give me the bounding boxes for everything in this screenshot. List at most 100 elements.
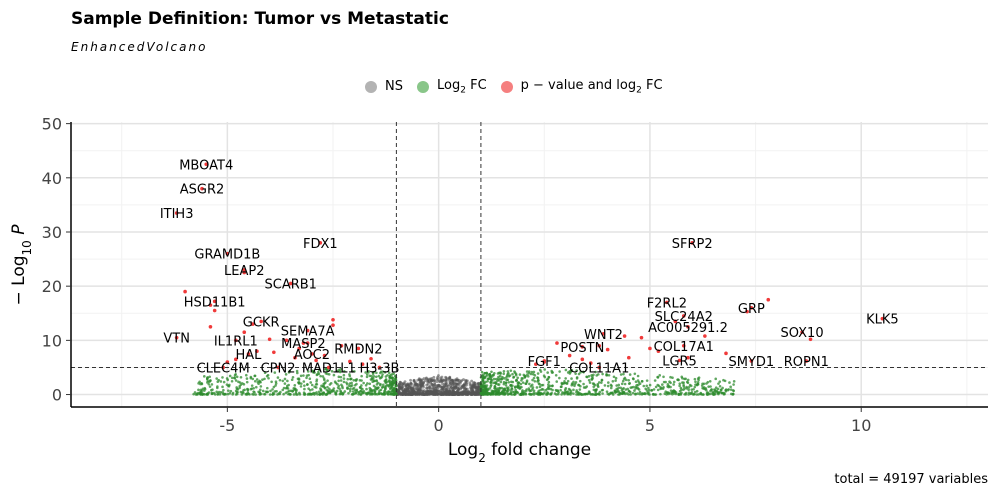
log2fc-point <box>281 379 285 383</box>
log2fc-point <box>591 382 595 385</box>
gene-label: MAD1L1 <box>302 361 356 376</box>
log2fc-point <box>569 389 573 393</box>
log2fc-point <box>483 384 487 388</box>
significant-point <box>174 211 179 215</box>
log2fc-point <box>568 372 572 375</box>
log2fc-point <box>493 381 497 384</box>
ns-point <box>469 383 473 387</box>
log2fc-point <box>496 388 499 392</box>
log2fc-point <box>729 385 732 389</box>
log2fc-point <box>339 390 343 394</box>
log2fc-point <box>603 384 607 387</box>
gene-label: WNT2 <box>584 328 623 343</box>
log2fc-point <box>223 393 226 396</box>
ns-point <box>444 378 448 382</box>
log2fc-point <box>623 382 627 386</box>
ns-point <box>420 383 424 387</box>
log2fc-point <box>509 383 513 387</box>
log2fc-point <box>584 392 587 396</box>
significant-point <box>567 353 572 358</box>
significant-point <box>200 186 204 191</box>
legend-label-log2fc: Log2 FC <box>436 78 487 96</box>
significant-point <box>234 357 238 362</box>
log2fc-point <box>582 386 586 389</box>
log2fc-point <box>656 376 660 379</box>
log2fc-point <box>251 392 254 396</box>
log2fc-point <box>210 388 213 392</box>
significant-point <box>804 359 809 363</box>
legend-marker-ns <box>365 80 377 93</box>
ns-point <box>399 380 402 384</box>
log2fc-point <box>574 381 578 384</box>
log2fc-point <box>352 379 356 382</box>
log2fc-point <box>244 393 248 396</box>
log2fc-point <box>222 380 226 384</box>
log2fc-point <box>532 389 536 393</box>
ns-point <box>427 377 430 381</box>
significant-point <box>348 359 352 364</box>
log2fc-point <box>293 387 297 390</box>
log2fc-point <box>340 383 343 387</box>
log2fc-point <box>509 392 513 395</box>
log2fc-point <box>294 393 298 396</box>
log2fc-point <box>530 370 534 374</box>
log2fc-point <box>235 387 239 391</box>
log2fc-point <box>276 376 280 379</box>
ns-point <box>444 376 448 380</box>
log2fc-point <box>696 380 700 384</box>
ns-point <box>407 386 411 390</box>
log2fc-point <box>222 388 225 392</box>
log2fc-point <box>678 384 681 388</box>
log2fc-point <box>298 393 302 396</box>
significant-point <box>808 337 813 342</box>
log2fc-point <box>511 372 514 376</box>
legend-label-pvalue-log2fc: p − value and log2 FC <box>520 78 663 96</box>
log2fc-point <box>384 380 387 384</box>
significant-point <box>212 308 217 313</box>
log2fc-point <box>318 393 322 396</box>
log2fc-point <box>206 381 209 384</box>
log2fc-point <box>606 392 610 396</box>
log2fc-point <box>208 379 212 383</box>
log2fc-point <box>293 384 297 387</box>
ns-point <box>439 391 443 395</box>
gene-label: SLC24A2 <box>655 310 713 325</box>
gene-label: COL11A1 <box>569 361 629 376</box>
significant-point <box>622 334 627 338</box>
log2fc-point <box>489 383 493 387</box>
significant-point <box>267 337 272 342</box>
log2fc-point <box>617 386 620 390</box>
log2fc-point <box>671 376 674 379</box>
gene-label: FDX1 <box>303 237 338 252</box>
significant-point <box>225 251 230 256</box>
log2fc-point <box>367 369 370 373</box>
log2fc-point <box>564 377 567 380</box>
log2fc-point <box>672 380 676 384</box>
log2fc-point <box>502 369 506 373</box>
log2fc-point <box>679 392 682 396</box>
log2fc-point <box>362 381 365 385</box>
gene-label: HSD11B1 <box>184 295 246 310</box>
ns-point <box>435 387 439 391</box>
log2fc-point <box>717 382 720 385</box>
gene-label: HAL <box>236 348 263 363</box>
x-tick-label: 10 <box>851 416 871 435</box>
significant-point <box>627 355 631 360</box>
log2fc-point <box>381 383 385 387</box>
log2fc-point <box>273 371 277 374</box>
log2fc-point <box>633 389 636 392</box>
significant-point <box>360 362 365 366</box>
log2fc-point <box>546 391 549 394</box>
log2fc-point <box>607 373 611 377</box>
ns-point <box>470 393 474 396</box>
log2fc-point <box>494 377 498 381</box>
log2fc-point <box>559 388 562 392</box>
log2fc-point <box>213 393 217 396</box>
log2fc-point <box>536 392 539 396</box>
log2fc-point <box>701 386 704 390</box>
log2fc-point <box>530 383 534 387</box>
log2fc-point <box>605 390 609 393</box>
ns-point <box>418 378 422 382</box>
log2fc-point <box>703 387 707 391</box>
log2fc-point <box>637 383 640 387</box>
